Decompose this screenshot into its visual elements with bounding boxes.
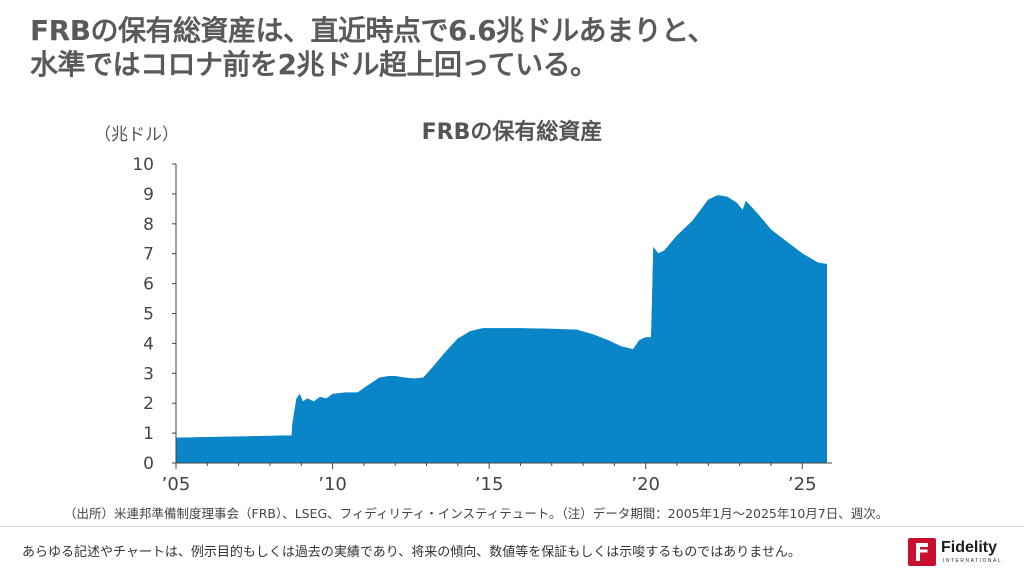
y-tick-label: 5 [143, 305, 154, 325]
y-tick-label: 3 [143, 364, 154, 384]
y-tick-label: 2 [143, 394, 154, 414]
y-tick-label: 4 [143, 334, 154, 354]
y-tick-label: 8 [143, 215, 154, 235]
headline: FRBの保有総資産は、直近時点で6.6兆ドルあまりと、 水準ではコロナ前を2兆ド… [30, 14, 990, 82]
source-note: （出所）米連邦準備制度理事会（FRB）、LSEG、フィディリティ・インスティテュ… [64, 506, 889, 521]
chart-area: 0 1 2 3 4 5 6 7 8 9 10 ’05 ’10 ’15 ’20 ’25 [132, 155, 832, 495]
x-tick-label: ’10 [318, 474, 347, 495]
x-tick-label: ’05 [162, 474, 191, 495]
footer-divider [0, 526, 1024, 527]
headline-line-1: FRBの保有総資産は、直近時点で6.6兆ドルあまりと、 [30, 14, 716, 47]
x-tick-label: ’25 [788, 474, 817, 495]
x-tick-label: ’15 [475, 474, 504, 495]
area-series-0 [175, 195, 827, 464]
y-tick-label: 6 [143, 275, 154, 295]
y-tick-label: 0 [143, 454, 154, 474]
chart-title: FRBの保有総資産 [421, 120, 603, 145]
y-tick-label: 10 [132, 155, 154, 175]
x-tick-label: ’20 [631, 474, 660, 495]
logo-subtitle: INTERNATIONAL [943, 558, 1003, 564]
headline-line-2: 水準ではコロナ前を2兆ドル超上回っている。 [30, 48, 598, 81]
fidelity-logo-mark-icon [908, 538, 936, 566]
disclaimer-text: あらゆる記述やチャートは、例示目的もしくは過去の実績であり、将来の傾向、数値等を… [22, 545, 801, 560]
y-axis-unit-label: （兆ドル） [94, 125, 179, 145]
y-tick-label: 9 [143, 185, 154, 205]
fidelity-logo: Fidelity INTERNATIONAL [908, 538, 1018, 568]
logo-wordmark: Fidelity [941, 539, 998, 556]
y-tick-label: 1 [143, 424, 154, 444]
y-tick-label: 7 [143, 245, 154, 265]
